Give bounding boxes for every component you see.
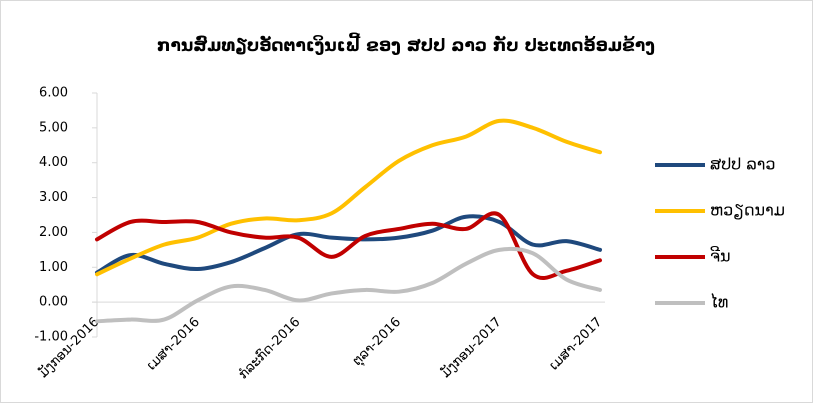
- y-tick-label: 4.00: [39, 155, 68, 170]
- series-line: [95, 211, 602, 280]
- y-tick-label: 1.00: [39, 260, 68, 275]
- y-tick-label: 0.00: [39, 295, 68, 310]
- chart-title: ການສົມທຽບອັດຕາເງິນເຟີ້ ຂອງ ສປປ ລາວ ກັບ ປ…: [157, 32, 655, 56]
- legend-label: ສປປ ລາວ: [710, 155, 775, 174]
- legend-label: ຫວຽດນາມ: [710, 201, 785, 220]
- series-line: [95, 118, 602, 277]
- legend-label: ຈີນ: [710, 246, 731, 265]
- series-line: [95, 214, 602, 275]
- y-tick-label: 6.00: [39, 86, 68, 101]
- legend-label: ໄທ: [710, 293, 728, 312]
- y-tick-label: 3.00: [39, 190, 68, 205]
- series-line: [95, 246, 602, 324]
- y-tick-label: 5.00: [39, 120, 68, 135]
- y-tick-label: 2.00: [39, 225, 68, 240]
- y-tick-label: -1.00: [34, 330, 68, 345]
